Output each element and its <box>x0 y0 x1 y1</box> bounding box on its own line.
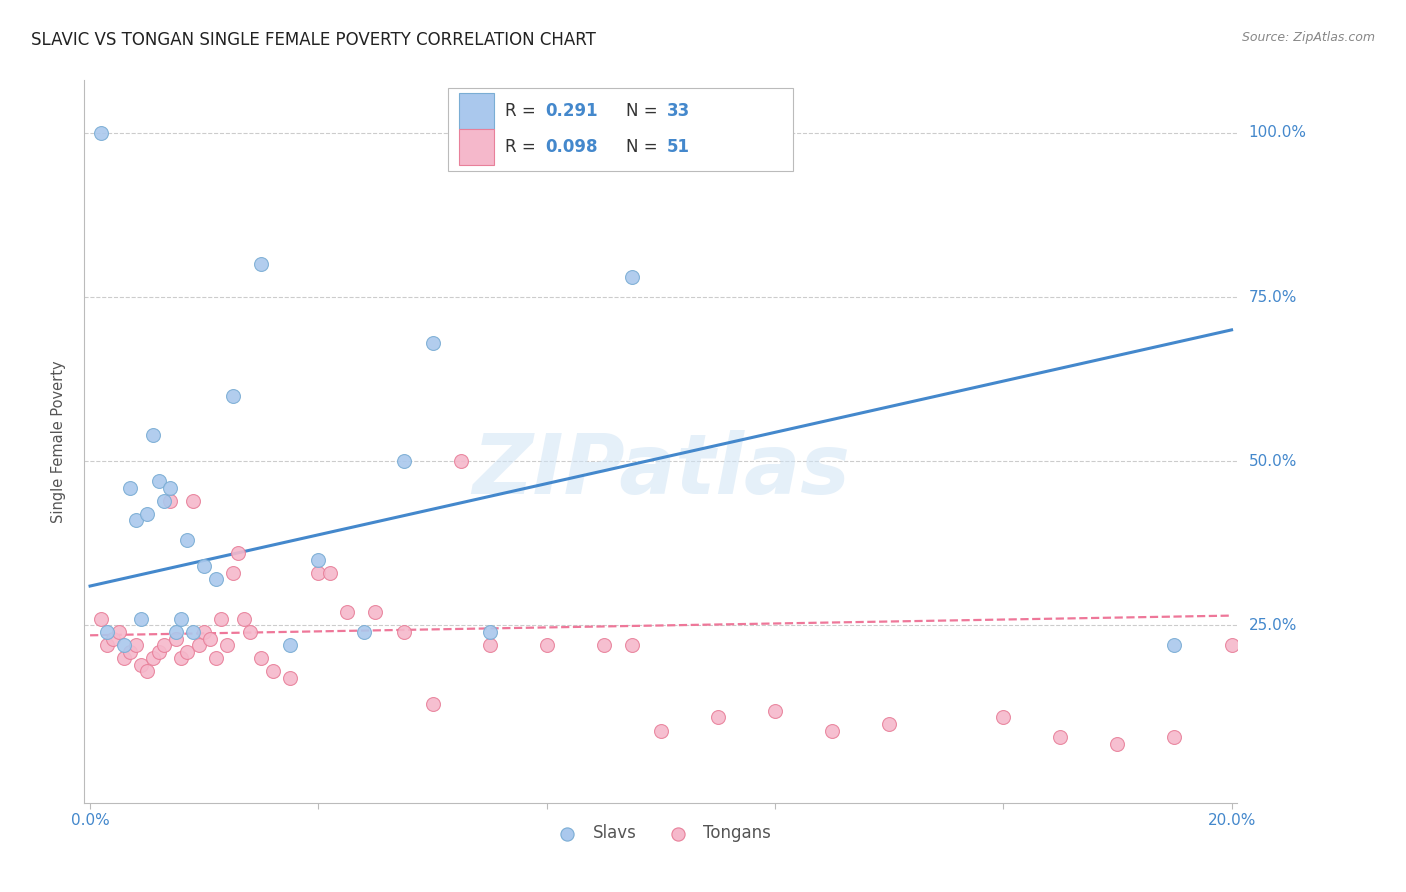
Point <box>198 632 221 646</box>
Text: 33: 33 <box>666 102 690 120</box>
Point <box>215 638 238 652</box>
Text: 75.0%: 75.0% <box>1249 290 1296 304</box>
Text: ZIPatlas: ZIPatlas <box>472 430 849 511</box>
Text: 0.098: 0.098 <box>546 138 598 156</box>
Point <box>96 625 118 640</box>
Point <box>278 638 301 652</box>
Point <box>170 651 193 665</box>
Point <box>1163 730 1185 744</box>
Point <box>250 257 273 271</box>
Point <box>148 645 170 659</box>
Point <box>204 573 226 587</box>
Point <box>165 625 187 640</box>
Point <box>159 481 181 495</box>
Text: 100.0%: 100.0% <box>1249 126 1306 140</box>
Point <box>112 651 135 665</box>
Point <box>153 493 176 508</box>
Text: R =: R = <box>505 102 541 120</box>
Point <box>763 704 786 718</box>
Point <box>187 638 209 652</box>
Point <box>176 533 198 547</box>
Point <box>364 605 387 619</box>
Point <box>239 625 262 640</box>
Point <box>148 474 170 488</box>
Point <box>228 546 250 560</box>
Point <box>204 651 226 665</box>
Point <box>96 638 118 652</box>
Point <box>392 454 415 468</box>
Point <box>118 645 141 659</box>
Point <box>193 559 215 574</box>
Text: 25.0%: 25.0% <box>1249 618 1296 633</box>
Point <box>821 723 844 738</box>
Text: Source: ZipAtlas.com: Source: ZipAtlas.com <box>1241 31 1375 45</box>
Text: 0.291: 0.291 <box>546 102 598 120</box>
Point <box>176 645 198 659</box>
Point <box>592 638 614 652</box>
Point <box>209 612 232 626</box>
Text: SLAVIC VS TONGAN SINGLE FEMALE POVERTY CORRELATION CHART: SLAVIC VS TONGAN SINGLE FEMALE POVERTY C… <box>31 31 596 49</box>
Point <box>278 671 301 685</box>
Point <box>90 612 112 626</box>
Point <box>101 632 124 646</box>
Point <box>165 632 187 646</box>
Point <box>353 625 375 640</box>
FancyBboxPatch shape <box>460 129 494 165</box>
Point <box>993 710 1015 724</box>
Point <box>478 638 501 652</box>
Point <box>153 638 176 652</box>
Point <box>307 553 329 567</box>
Legend: Slavs, Tongans: Slavs, Tongans <box>544 817 778 848</box>
FancyBboxPatch shape <box>447 87 793 170</box>
Point <box>319 566 342 580</box>
Text: N =: N = <box>626 138 664 156</box>
Point <box>422 698 444 712</box>
Point <box>336 605 359 619</box>
FancyBboxPatch shape <box>460 93 494 128</box>
Point <box>262 665 284 679</box>
Point <box>181 493 204 508</box>
Text: 51: 51 <box>666 138 689 156</box>
Text: N =: N = <box>626 102 664 120</box>
Y-axis label: Single Female Poverty: Single Female Poverty <box>51 360 66 523</box>
Point <box>392 625 415 640</box>
Point <box>136 507 159 521</box>
Point <box>1049 730 1071 744</box>
Point <box>650 723 672 738</box>
Point <box>222 388 245 402</box>
Point <box>125 638 148 652</box>
Point <box>159 493 181 508</box>
Point <box>450 454 472 468</box>
Point <box>136 665 159 679</box>
Point <box>536 638 558 652</box>
Point <box>131 657 153 672</box>
Point <box>707 710 730 724</box>
Point <box>478 625 501 640</box>
Text: 50.0%: 50.0% <box>1249 454 1296 468</box>
Point <box>112 638 135 652</box>
Point <box>621 270 644 285</box>
Point <box>90 126 112 140</box>
Point <box>170 612 193 626</box>
Point <box>250 651 273 665</box>
Point <box>1220 638 1243 652</box>
Point <box>222 566 245 580</box>
Point <box>125 513 148 527</box>
Point <box>142 428 165 442</box>
Point <box>181 625 204 640</box>
Point <box>1107 737 1129 751</box>
Point <box>1163 638 1185 652</box>
Point <box>107 625 129 640</box>
Text: R =: R = <box>505 138 541 156</box>
Point <box>142 651 165 665</box>
Point <box>307 566 329 580</box>
Point <box>131 612 153 626</box>
Point <box>118 481 141 495</box>
Point <box>193 625 215 640</box>
Point <box>621 638 644 652</box>
Point <box>422 336 444 351</box>
Point <box>233 612 256 626</box>
Point <box>877 717 900 731</box>
